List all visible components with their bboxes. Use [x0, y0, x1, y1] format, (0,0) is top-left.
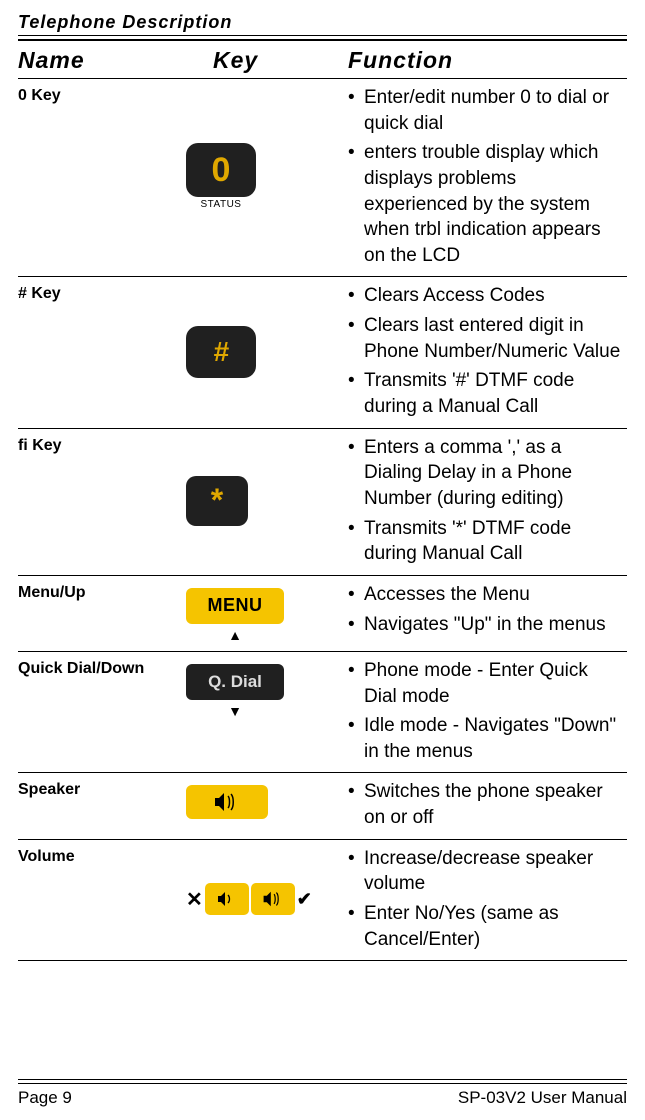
key-zero-label: STATUS [186, 199, 256, 210]
key-star: * [186, 476, 248, 526]
key-hash: # [186, 326, 256, 378]
page-footer: Page 9 SP-03V2 User Manual [18, 1079, 627, 1108]
row-name: Volume [18, 846, 158, 953]
row-name: # Key [18, 283, 158, 419]
arrow-down-icon: ▼ [186, 703, 284, 719]
function-bullet: •Navigates "Up" in the menus [348, 612, 623, 638]
function-bullet: •Switches the phone speaker on or off [348, 779, 623, 830]
table-body: 0 Key 0 STATUS •Enter/edit number 0 to dial… [18, 78, 627, 961]
row-key: # [158, 283, 348, 419]
row-name: ﬁ Key [18, 435, 158, 567]
row-key: ✕✔ [158, 846, 348, 953]
function-bullet: •Enter No/Yes (same as Cancel/Enter) [348, 901, 623, 952]
vol-up-button [251, 883, 295, 915]
row-function: •Increase/decrease speaker volume•Enter … [348, 846, 627, 953]
row-function: •Phone mode - Enter Quick Dial mode•Idle… [348, 658, 627, 765]
key-qdial-button: Q. Dial [186, 664, 284, 700]
check-icon: ✔ [297, 889, 312, 910]
function-bullet: •Enters a comma ',' as a Dialing Delay i… [348, 435, 623, 512]
table-row: Volume✕✔•Increase/decrease speaker volum… [18, 840, 627, 962]
table-row: 0 Key 0 STATUS •Enter/edit number 0 to dial… [18, 78, 627, 277]
function-bullet: •enters trouble display which displays p… [348, 140, 623, 268]
function-bullet: •Enter/edit number 0 to dial or quick di… [348, 85, 623, 136]
function-bullet: •Phone mode - Enter Quick Dial mode [348, 658, 623, 709]
row-key: * [158, 435, 348, 567]
key-speaker [186, 785, 268, 819]
function-bullet: •Accesses the Menu [348, 582, 623, 608]
key-zero: 0 STATUS [186, 143, 256, 210]
key-menu-button: MENU [186, 588, 284, 624]
function-bullet: •Clears Access Codes [348, 283, 623, 309]
page-header: Telephone Description [18, 12, 627, 35]
function-bullet: •Idle mode - Navigates "Down" in the men… [348, 713, 623, 764]
row-key [158, 779, 348, 830]
footer-page: Page 9 [18, 1088, 72, 1108]
row-name: Menu/Up [18, 582, 158, 643]
row-key: MENU ▲ [158, 582, 348, 643]
row-name: Speaker [18, 779, 158, 830]
col-header-key: Key [213, 47, 348, 74]
function-bullet: •Increase/decrease speaker volume [348, 846, 623, 897]
function-bullet: •Transmits '#' DTMF code during a Manual… [348, 368, 623, 419]
row-key: 0 STATUS [158, 85, 348, 268]
table-row: ﬁ Key * •Enters a comma ',' as a Dialing D… [18, 429, 627, 576]
key-menu: MENU ▲ [186, 588, 284, 643]
function-bullet: •Transmits '*' DTMF code during Manual C… [348, 516, 623, 567]
row-function: •Enters a comma ',' as a Dialing Delay i… [348, 435, 627, 567]
row-name: Quick Dial/Down [18, 658, 158, 765]
table-row: # Key # •Clears Access Codes •Clears last e… [18, 277, 627, 428]
row-name: 0 Key [18, 85, 158, 268]
key-qdial: Q. Dial ▼ [186, 664, 284, 719]
function-bullet: •Clears last entered digit in Phone Numb… [348, 313, 623, 364]
arrow-up-icon: ▲ [186, 627, 284, 643]
table-row: Quick Dial/Down Q. Dial ▼ •Phone mode - Ent… [18, 652, 627, 774]
x-icon: ✕ [186, 887, 203, 912]
vol-down-button [205, 883, 249, 915]
footer-manual: SP-03V2 User Manual [458, 1088, 627, 1108]
table-row: Menu/Up MENU ▲ •Accesses the Menu •Navigates… [18, 576, 627, 652]
row-function: •Accesses the Menu •Navigates "Up" in the… [348, 582, 627, 643]
table-row: Speaker •Switches the phone speaker on or… [18, 773, 627, 839]
col-header-name: Name [18, 47, 213, 74]
row-function: •Clears Access Codes •Clears last entered… [348, 283, 627, 419]
row-function: •Switches the phone speaker on or off [348, 779, 627, 830]
col-header-func: Function [348, 47, 627, 74]
table-header-row: Name Key Function [18, 41, 627, 78]
key-zero-button: 0 [186, 143, 256, 197]
row-key: Q. Dial ▼ [158, 658, 348, 765]
row-function: •Enter/edit number 0 to dial or quick di… [348, 85, 627, 268]
key-volume: ✕✔ [186, 883, 312, 915]
